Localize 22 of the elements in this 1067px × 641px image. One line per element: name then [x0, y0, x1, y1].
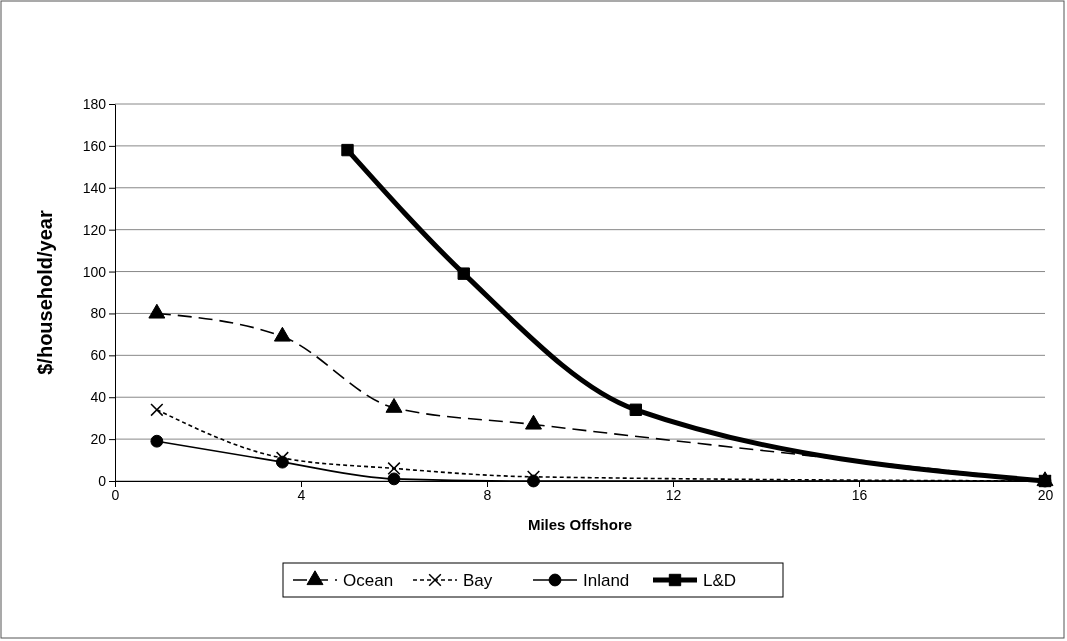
x-tick-label: 16 — [851, 486, 868, 503]
y-tick-label: 120 — [82, 221, 107, 238]
legend-label: Ocean — [343, 571, 394, 590]
x-tick-label: 4 — [297, 486, 306, 503]
x-tick-label: 8 — [483, 486, 492, 503]
legend-label: Bay — [463, 571, 493, 590]
y-tick-label: 60 — [90, 347, 107, 364]
x-axis-title: Miles Offshore — [527, 516, 633, 533]
x-tick-label: 0 — [111, 486, 120, 503]
y-tick-label: 100 — [82, 263, 107, 280]
y-tick-label: 80 — [90, 305, 107, 322]
x-tick-label: 20 — [1037, 486, 1054, 503]
y-tick-label: 180 — [82, 95, 107, 112]
y-tick-label: 140 — [82, 179, 107, 196]
y-tick-label: 0 — [98, 472, 107, 489]
y-tick-label: 40 — [90, 389, 107, 406]
x-tick-label: 12 — [665, 486, 682, 503]
y-axis-title: $/household/year — [34, 210, 56, 375]
legend-label: Inland — [583, 571, 630, 590]
y-tick-label: 160 — [82, 137, 107, 154]
legend-label: L&D — [703, 571, 737, 590]
y-tick-label: 20 — [90, 431, 107, 448]
